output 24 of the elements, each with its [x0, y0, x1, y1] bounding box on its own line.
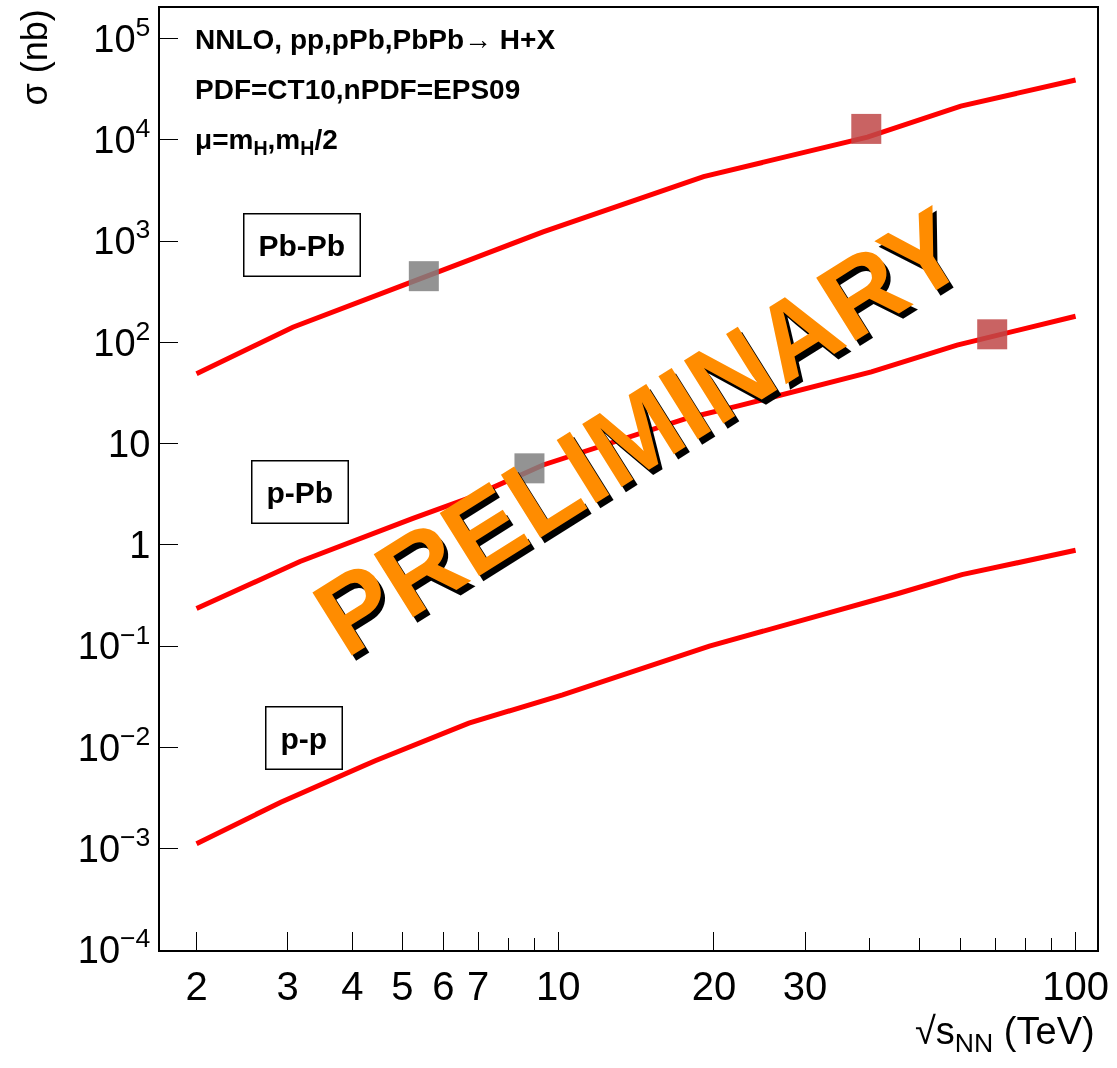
y-axis-title: σ (nb)	[13, 9, 55, 106]
x-tick-label: 3	[276, 964, 299, 1008]
x-axis-title: √s$_{NN}$ (TeV)	[915, 1010, 1095, 1058]
y-tick-label: 10$^{−4}$	[77, 923, 151, 972]
x-tick-label: 2	[185, 964, 208, 1008]
x-tick-label: 5	[391, 964, 414, 1008]
x-tick-label: 20	[691, 964, 737, 1008]
x-tick-label: 6	[432, 964, 455, 1008]
x-tick-label: 100	[1042, 964, 1109, 1008]
y-tick-label: 10$^{−3}$	[77, 822, 151, 871]
y-tick-label: 10$^{−2}$	[77, 720, 151, 769]
annotation: NNLO, pp,pPb,PbPb→ H+X PDF=CT10,nPDF=EPS09 μ=m$_{H}$,m$_{H}$/2	[195, 24, 556, 159]
y-tick-label: 10$^{5}$	[93, 11, 151, 60]
x-tick-label: 10	[535, 964, 581, 1008]
x-tick-label: 7	[466, 964, 490, 1008]
x-tick-label: 4	[341, 964, 364, 1008]
y-tick-label: 10$^{2}$	[93, 315, 151, 364]
x-tick-label: 30	[782, 964, 828, 1008]
y-tick-label: 10$^{−1}$	[77, 619, 151, 668]
y-tick-label: 10$^{4}$	[93, 113, 151, 162]
y-tick-label: 10	[108, 422, 151, 465]
annotation: p-p	[280, 721, 328, 755]
y-tick-label: 1	[129, 524, 151, 567]
y-tick-label: 10$^{3}$	[93, 214, 151, 263]
